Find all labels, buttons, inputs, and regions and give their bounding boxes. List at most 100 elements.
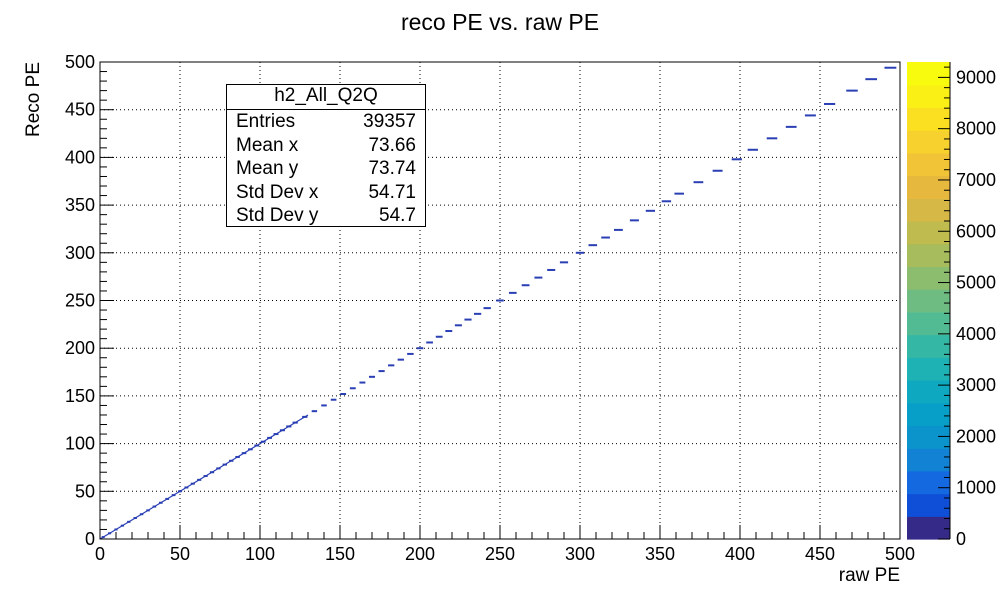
color-palette-ticks: 0 1000 2000 3000 4000 5000 6000 7000 8000 9000 [938,66,996,549]
x-tick-label: 50 [170,544,190,564]
palette-swatch [907,357,950,381]
x-tick-label: 150 [325,544,355,564]
palette-swatch [907,221,950,245]
x-tick-label: 400 [725,544,755,564]
data-cell [435,335,443,338]
data-cell [674,192,684,195]
data-cell [407,352,414,355]
data-cell [865,78,878,81]
data-cell [349,387,356,390]
data-cell [712,169,723,172]
data-cell [464,318,472,321]
data-cell [416,347,424,350]
palette-swatch [907,516,950,540]
y-tick-label: 300 [65,243,95,263]
palette-swatch [907,84,950,109]
palette-tick-label: 7000 [956,170,996,190]
data-cell [661,200,672,203]
chart-title: reco PE vs. raw PE [401,9,599,35]
stats-row-std-dev-y: Std Dev y 54.7 [227,204,425,228]
stats-label: Entries [236,111,296,132]
x-tick-label: 300 [565,544,595,564]
palette-tick-label: 5000 [956,273,996,293]
stats-label: Std Dev y [236,205,319,226]
stats-title: h2_All_Q2Q [227,85,425,110]
data-cell [804,114,816,117]
y-tick-label: 100 [65,434,95,454]
palette-tick-label: 9000 [956,67,996,87]
dense-diagonal [99,414,309,540]
palette-swatch [907,425,950,449]
axis-tick-labels: 0 50 100 150 200 250 300 350 400 450 500 0 50 100 150 2… [65,52,915,564]
stats-label: Mean x [236,134,299,156]
y-tick-label: 500 [65,52,95,72]
x-tick-label: 250 [485,544,515,564]
data-cell [340,392,347,395]
x-tick-label: 100 [245,544,275,564]
palette-swatch [907,107,950,131]
data-cell [397,358,404,361]
data-cell [846,89,858,92]
data-cell [426,341,433,344]
palette-swatch [907,380,950,404]
data-cell [368,375,376,378]
palette-tick-label: 6000 [956,221,996,241]
stats-row-std-dev-x: Std Dev x 54.71 [227,181,425,205]
data-cell [588,244,598,247]
axis-ticks [99,61,901,540]
data-cell [508,291,517,294]
stats-value: 73.66 [368,134,416,156]
y-tick-label: 200 [65,338,95,358]
data-cell [388,364,395,367]
palette-swatch [907,334,950,358]
stats-label: Mean y [236,158,299,179]
palette-swatch [907,152,950,177]
data-cell [575,251,585,254]
palette-tick-label: 3000 [956,375,996,395]
data-cell [445,330,453,333]
y-tick-label: 400 [65,147,95,167]
data-cell [311,410,318,413]
y-tick-label: 0 [85,529,95,549]
data-cell [785,125,797,128]
palette-swatch [907,448,950,472]
x-tick-label: 350 [645,544,675,564]
data-cell [483,307,491,310]
data-cell [823,102,836,105]
palette-swatch [907,130,950,154]
data-cell [731,158,742,161]
palette-swatch [907,266,950,290]
data-cell [629,219,639,222]
palette-swatch [907,493,950,517]
data-cell [601,236,610,239]
data-cell [645,209,655,212]
data-cell [521,284,530,287]
data-cell [534,276,543,279]
x-tick-label: 450 [805,544,835,564]
y-tick-label: 450 [65,100,95,120]
data-cell [766,137,778,140]
data-cell [330,398,337,401]
palette-tick-label: 1000 [956,478,996,498]
palette-swatch [907,289,950,313]
y-axis-label: Reco PE [23,62,44,137]
palette-swatch [907,62,950,86]
stats-row-mean-x: Mean x 73.66 [227,134,425,158]
x-tick-label: 200 [405,544,435,564]
palette-swatch [907,402,950,427]
x-axis-label: raw PE [839,565,900,586]
data-cell [693,181,704,184]
data-cell [454,324,462,327]
data-cell [321,404,327,407]
y-tick-label: 150 [65,386,95,406]
x-tick-label: 500 [885,544,915,564]
palette-tick-label: 4000 [956,324,996,344]
data-cell [547,268,556,271]
data-cell [473,312,482,315]
color-palette [907,62,951,540]
palette-swatch [907,175,950,199]
palette-swatch [907,243,950,268]
data-cell [496,299,504,302]
stats-value: 54.71 [368,181,416,203]
